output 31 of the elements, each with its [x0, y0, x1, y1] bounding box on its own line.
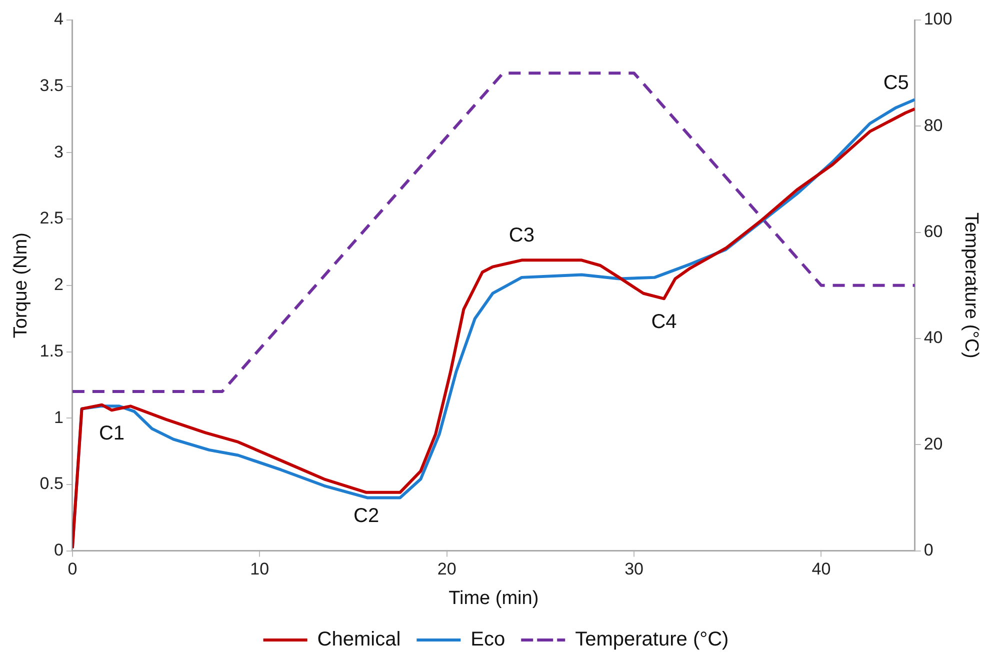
x-tick-label: 20: [437, 560, 456, 579]
y2-tick-label: 0: [924, 540, 934, 560]
y-tick-label: 2: [54, 275, 64, 294]
legend-label: Chemical: [317, 628, 401, 651]
y-tick-label: 1.5: [40, 341, 64, 360]
y-tick-label: 3: [54, 142, 64, 162]
annotation: C1: [98, 422, 125, 445]
y2-tick-label: 20: [924, 434, 943, 454]
x-tick-label: 10: [250, 560, 270, 579]
annotation: C3: [508, 224, 535, 247]
y2-tick-label: 80: [924, 116, 943, 135]
y2-axis-title: Temperature (°C): [960, 212, 982, 358]
legend-label: Temperature (°C): [575, 628, 729, 651]
x-tick-label: 30: [624, 560, 644, 579]
y-tick-label: 0: [54, 540, 64, 560]
y-tick-label: 2.5: [40, 208, 64, 228]
y2-tick-label: 60: [924, 222, 943, 242]
y-tick-label: 1: [54, 408, 64, 427]
y-tick-label: 0.5: [40, 474, 64, 494]
annotation: C2: [354, 504, 380, 527]
legend-label: Eco: [470, 628, 506, 651]
x-tick-label: 40: [812, 560, 831, 579]
annotation: C5: [883, 72, 909, 94]
y-tick-label: 3.5: [40, 76, 64, 96]
y2-tick-label: 40: [924, 328, 943, 348]
y2-tick-label: 100: [924, 10, 952, 29]
y-axis-title: Torque (Nm): [10, 232, 32, 338]
x-tick-label: 0: [68, 560, 78, 579]
y-tick-label: 4: [54, 10, 64, 29]
annotation: C4: [651, 311, 677, 334]
x-axis-title: Time (min): [448, 588, 539, 609]
